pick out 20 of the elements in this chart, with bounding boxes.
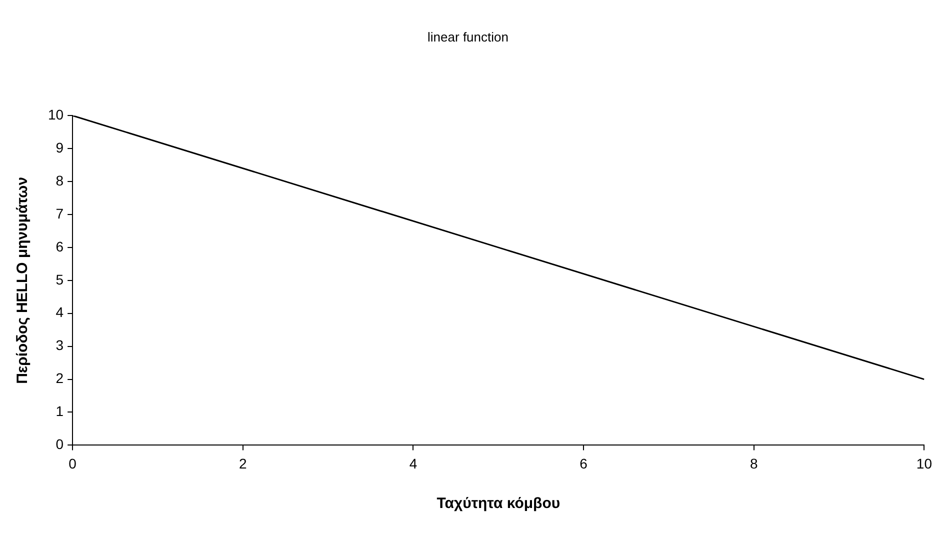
x-tick-label: 4 <box>409 455 418 472</box>
x-tick-label: 2 <box>239 455 247 472</box>
x-axis-title: Ταχύτητα κόμβου <box>436 495 560 512</box>
x-tick-label: 0 <box>68 455 77 472</box>
y-tick-label: 4 <box>56 304 64 320</box>
y-tick-label: 5 <box>56 271 64 288</box>
y-tick-label: 7 <box>56 205 64 222</box>
y-axis-title: Περίοδος HELLO μηνυμάτων <box>14 176 32 384</box>
x-tick-label: 10 <box>916 455 932 472</box>
y-tick-label: 10 <box>48 106 64 122</box>
y-tick-label: 1 <box>56 403 64 420</box>
y-tick-label: 9 <box>56 139 64 156</box>
y-tick-label: 6 <box>56 238 64 254</box>
y-tick-label: 2 <box>56 370 64 386</box>
y-tick-label: 8 <box>56 172 64 188</box>
y-tick-label: 3 <box>56 337 64 354</box>
y-tick-label: 0 <box>56 436 64 452</box>
chart-title: linear function <box>428 29 508 44</box>
x-tick-label: 6 <box>580 455 588 472</box>
x-tick-label: 8 <box>750 455 758 472</box>
